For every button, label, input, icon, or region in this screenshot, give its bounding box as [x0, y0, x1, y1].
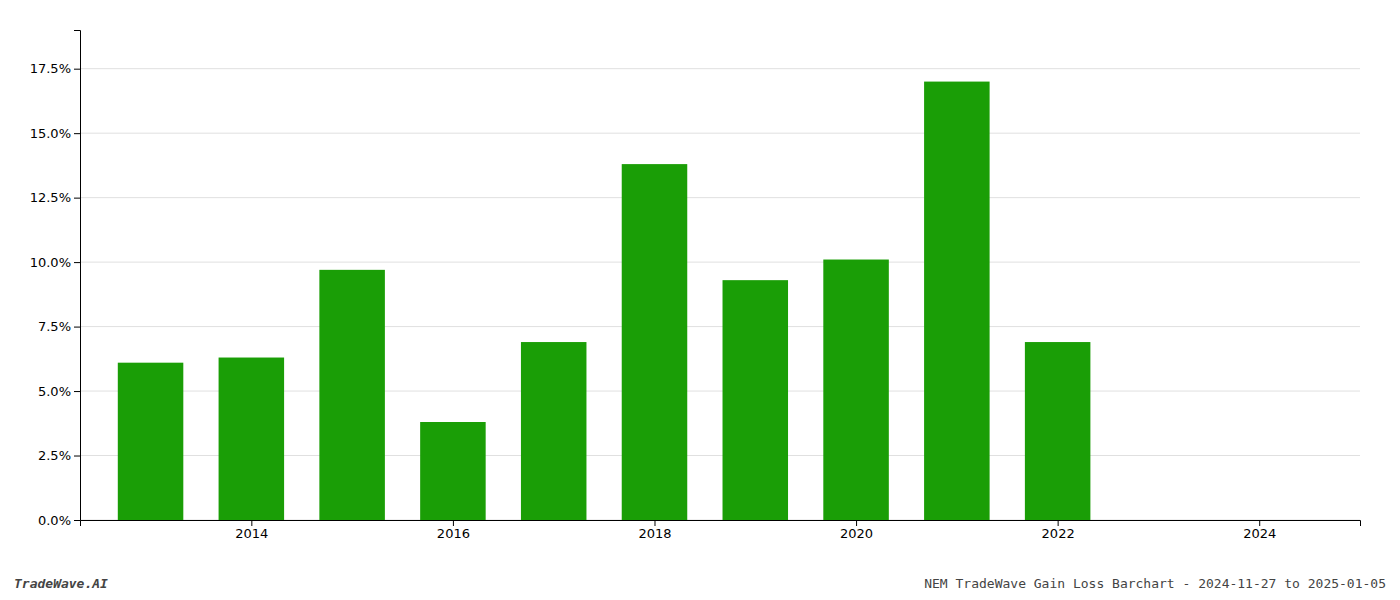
tick-label: 0.0%	[38, 513, 71, 528]
tick-label: 2.5%	[38, 448, 71, 463]
y-tick: 15.0%	[30, 126, 80, 141]
grid-line	[80, 326, 1360, 327]
tick-mark	[856, 520, 857, 526]
tick-mark	[74, 456, 80, 457]
chart: 2014 2016 2018 2020 2022 2024 0.0% 2.5% 5.0% 7.5%…	[0, 0, 1400, 600]
bar	[319, 270, 385, 520]
tick-mark	[74, 198, 80, 199]
bar	[723, 280, 789, 520]
tick-label: 5.0%	[38, 384, 71, 399]
tick-label: 12.5%	[30, 190, 71, 205]
tick-mark	[74, 262, 80, 263]
plot-area	[118, 82, 1091, 520]
tick-label: 2016	[437, 526, 470, 541]
tick-label: 15.0%	[30, 126, 71, 141]
tick-mark	[74, 391, 80, 392]
bar	[924, 82, 990, 520]
x-axis: 2014 2016 2018 2020 2022 2024	[81, 520, 1361, 541]
y-tick: 5.0%	[38, 384, 80, 399]
tick-mark	[74, 520, 80, 521]
footer-left: TradeWave.AI	[14, 576, 108, 591]
tick-label: 2024	[1243, 526, 1276, 541]
grid-line	[80, 262, 1360, 263]
y-tick: 17.5%	[30, 61, 80, 76]
x-tick: 2022	[1042, 520, 1075, 541]
tick-mark	[453, 520, 454, 526]
y-tick: 0.0%	[38, 513, 80, 528]
tick-label: 2022	[1042, 526, 1075, 541]
tick-mark	[1259, 520, 1260, 526]
bar	[420, 422, 486, 520]
grid-line	[80, 68, 1360, 69]
tick-mark	[654, 520, 655, 526]
grid-line	[80, 197, 1360, 198]
tick-label: 2018	[638, 526, 671, 541]
y-tick: 10.0%	[30, 255, 80, 270]
y-tick: 7.5%	[38, 319, 80, 334]
x-tick: 2020	[840, 520, 873, 541]
y-axis: 0.0% 2.5% 5.0% 7.5% 10.0% 12.5% 15.0% 17.5%	[30, 31, 81, 528]
tick-mark	[74, 133, 80, 134]
x-tick: 2016	[437, 520, 470, 541]
tick-label: 2014	[235, 526, 268, 541]
tick-mark	[251, 520, 252, 526]
tick-label: 2020	[840, 526, 873, 541]
bar	[622, 164, 688, 520]
tick-mark	[74, 69, 80, 70]
tick-label: 10.0%	[30, 255, 71, 270]
bar	[1025, 342, 1091, 520]
grid-line	[80, 133, 1360, 134]
tick-label: 7.5%	[38, 319, 71, 334]
x-tick: 2018	[638, 520, 671, 541]
footer-right: NEM TradeWave Gain Loss Barchart - 2024-…	[924, 576, 1386, 591]
x-tick: 2014	[235, 520, 268, 541]
tick-mark	[1058, 520, 1059, 526]
y-tick: 2.5%	[38, 448, 80, 463]
bar	[118, 363, 184, 520]
axis-line	[74, 31, 81, 521]
bar	[521, 342, 587, 520]
y-tick: 12.5%	[30, 190, 80, 205]
tick-label: 17.5%	[30, 61, 71, 76]
bar	[219, 358, 285, 520]
tick-mark	[74, 327, 80, 328]
grid	[80, 69, 1360, 520]
axis-line	[81, 521, 1361, 527]
bar	[823, 260, 889, 520]
x-tick: 2024	[1243, 520, 1276, 541]
